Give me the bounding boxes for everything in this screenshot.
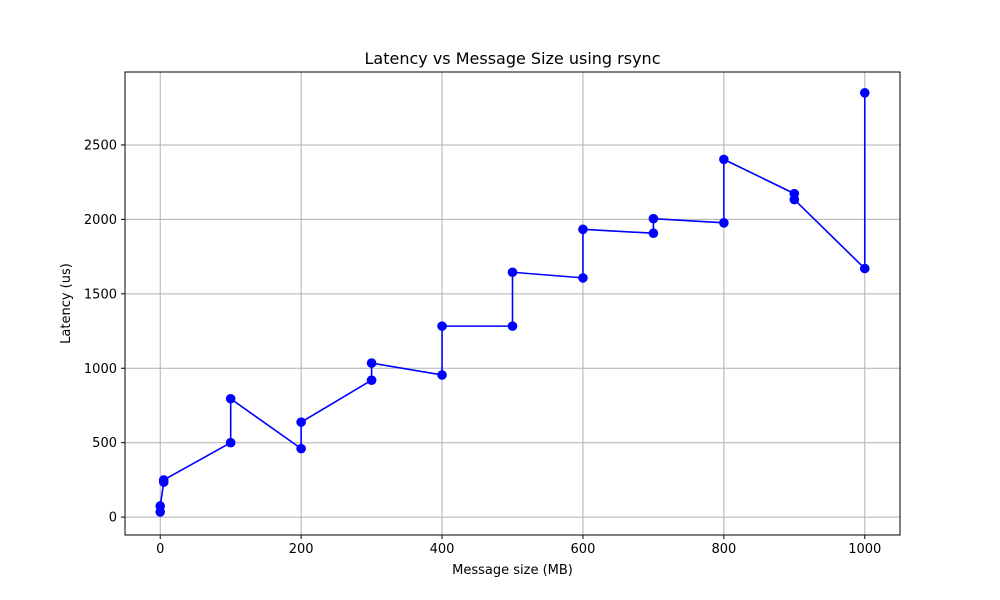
- data-point: [366, 358, 377, 368]
- data-point: [155, 501, 166, 511]
- x-tick-label: 600: [571, 542, 596, 557]
- y-tick-label: 2500: [84, 138, 117, 153]
- x-tick-label: 1000: [848, 542, 881, 557]
- data-point: [719, 218, 729, 228]
- data-point: [437, 370, 447, 380]
- data-point: [859, 88, 870, 98]
- data-point: [507, 321, 518, 331]
- data-point: [789, 194, 800, 205]
- data-point: [578, 273, 588, 283]
- data-point: [296, 417, 306, 427]
- data-point: [648, 213, 659, 224]
- y-tick-label: 500: [92, 436, 117, 451]
- y-tick-label: 0: [109, 511, 117, 526]
- y-tick-label: 1500: [84, 287, 117, 302]
- y-axis-label: Latency (us): [59, 263, 74, 344]
- data-point: [225, 437, 236, 448]
- data-point: [158, 475, 169, 485]
- data-point: [578, 224, 588, 235]
- series-layer: [155, 88, 870, 517]
- data-point: [366, 375, 377, 385]
- x-axis-label: Message size (MB): [452, 563, 573, 578]
- series-line: [159, 92, 866, 512]
- data-point: [437, 321, 447, 331]
- x-tick-label: 400: [430, 542, 455, 557]
- data-point: [225, 393, 236, 404]
- x-tick-label: 800: [711, 542, 736, 557]
- data-point: [648, 228, 659, 239]
- y-tick-label: 1000: [84, 362, 117, 377]
- y-tick-label: 2000: [84, 213, 117, 228]
- axis-ticks: 0 200 400 600 800 1000 0 500 1000 1500 2000 2500: [84, 138, 881, 557]
- data-point: [719, 154, 729, 165]
- data-point: [507, 267, 518, 278]
- x-tick-label: 200: [289, 542, 314, 557]
- chart-title: Latency vs Message Size using rsync: [365, 49, 661, 68]
- plot-frame: [124, 71, 901, 536]
- x-tick-label: 0: [156, 542, 164, 557]
- data-point: [859, 263, 870, 274]
- data-point: [296, 443, 306, 454]
